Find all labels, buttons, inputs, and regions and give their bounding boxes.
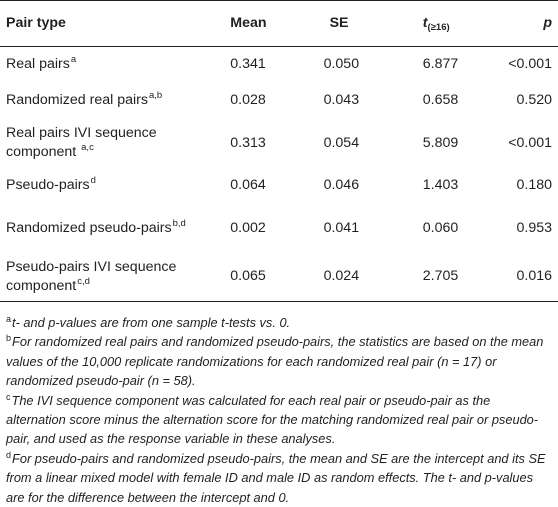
p-cell: 0.016 [508, 252, 558, 302]
pair-type-label: Randomized pseudo-pairs [6, 219, 172, 236]
pair-type-cell: Real pairsa [0, 47, 228, 83]
se-cell: 0.024 [321, 252, 421, 302]
t-cell: 0.658 [422, 92, 459, 108]
se-cell: 0.041 [323, 219, 360, 236]
footnote-mark: a,b [148, 90, 163, 101]
mean-cell: 0.002 [230, 219, 266, 236]
footnote-marker: b [6, 333, 12, 344]
table-row: Pseudo-pairsd 0.064 0.046 1.403 0.180 [0, 168, 558, 204]
t-cell: 1.403 [422, 177, 459, 193]
mean-cell: 0.028 [230, 92, 266, 108]
footnote-marker: c [6, 391, 11, 402]
mean-cell: 0.341 [230, 56, 266, 73]
mean-cell: 0.064 [230, 177, 266, 193]
pair-type-cell: Real pairs IVI sequence component a,c [0, 119, 228, 168]
t-cell: 5.809 [422, 134, 459, 151]
header-t: t(≥16) [420, 0, 509, 47]
se-cell: 0.054 [323, 134, 360, 151]
pair-type-cell: Pseudo-pairs IVI sequence componentc,d [0, 252, 229, 302]
footnote-text: For randomized real pairs and randomized… [6, 334, 544, 389]
footnote: bFor randomized real pairs and randomize… [6, 332, 552, 390]
header-t-symbol: t [422, 15, 428, 31]
mean-cell: 0.065 [228, 252, 322, 302]
p-cell: 0.180 [516, 177, 552, 193]
footnote-marker: a [6, 314, 12, 324]
t-cell: 0.060 [422, 219, 459, 236]
footnote-text: For pseudo-pairs and randomized pseudo-p… [6, 450, 546, 505]
footnote: dFor pseudo-pairs and randomized pseudo-… [6, 449, 552, 507]
table-footnotes: at- and p-values are from one sample t-t… [6, 313, 552, 507]
pair-type-cell: Randomized real pairsa,b [0, 83, 228, 119]
pair-type-label: Real pairs [6, 56, 70, 73]
footnote-text: The IVI sequence component was calculate… [6, 392, 539, 447]
footnote-text: t- and p-values are from one sample t-te… [12, 315, 291, 330]
table-row: Randomized real pairsa,b 0.028 0.043 0.6… [0, 83, 558, 119]
pair-type-label: Randomized real pairs [6, 92, 148, 108]
p-cell: <0.001 [508, 56, 552, 73]
footnote-marker: d [6, 449, 12, 460]
statistics-table: Pair type Mean SE t(≥16) p Real pairsa 0… [0, 0, 558, 302]
header-t-df: (≥16) [427, 22, 450, 33]
footnote: at- and p-values are from one sample t-t… [6, 313, 552, 332]
p-cell: <0.001 [508, 134, 552, 151]
header-pair-type: Pair type [0, 0, 229, 47]
p-cell: 0.953 [516, 219, 552, 236]
header-p: p [508, 0, 558, 47]
p-cell: 0.520 [516, 92, 552, 108]
pair-type-label: Pseudo-pairs IVI sequence component [6, 258, 177, 294]
se-cell: 0.050 [323, 56, 360, 73]
footnote-mark: d [90, 175, 96, 186]
footnote-mark: c,d [77, 275, 90, 287]
t-cell: 2.705 [420, 252, 509, 302]
t-cell: 6.877 [422, 56, 459, 73]
header-mean: Mean [228, 0, 322, 47]
footnote-mark: a [70, 54, 77, 66]
se-cell: 0.043 [323, 92, 360, 108]
footnote-mark: a,c [81, 142, 94, 153]
table-row: Real pairsa 0.341 0.050 6.877 <0.001 [0, 47, 558, 83]
table-row: Real pairs IVI sequence component a,c 0.… [0, 119, 558, 168]
header-p-symbol: p [543, 15, 552, 31]
pair-type-cell: Pseudo-pairsd [0, 168, 228, 204]
pair-type-label: Pseudo-pairs [6, 177, 90, 193]
header-se: SE [321, 0, 421, 47]
header-row: Pair type Mean SE t(≥16) p [0, 0, 558, 47]
pair-type-label: Real pairs IVI sequence component [6, 125, 157, 160]
se-cell: 0.046 [323, 177, 360, 193]
footnote: cThe IVI sequence component was calculat… [6, 391, 552, 449]
footnote-mark: b,d [172, 217, 186, 229]
table-row: Randomized pseudo-pairsb,d 0.002 0.041 0… [0, 204, 558, 253]
pair-type-cell: Randomized pseudo-pairsb,d [0, 204, 228, 253]
table-row: Pseudo-pairs IVI sequence componentc,d 0… [0, 252, 558, 302]
mean-cell: 0.313 [230, 134, 266, 151]
